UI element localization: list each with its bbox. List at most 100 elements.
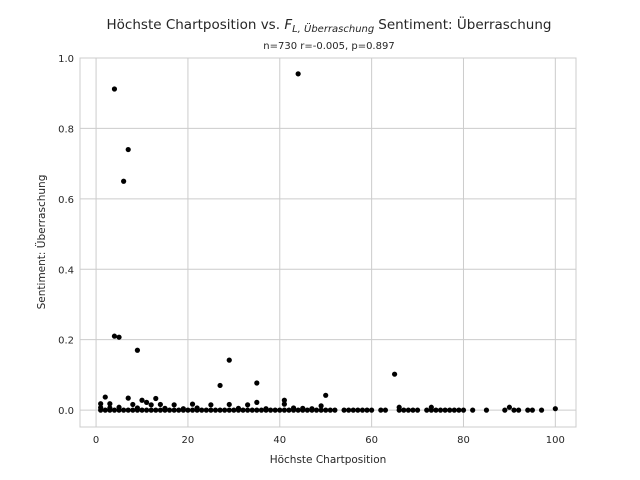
data-point-63: [231, 407, 237, 413]
data-point-107: [456, 407, 462, 413]
data-point-90: [359, 407, 366, 413]
data-point-8: [391, 371, 398, 377]
data-point-113: [515, 407, 522, 413]
data-point-123: [180, 406, 186, 412]
data-point-88: [350, 407, 356, 413]
data-point-89: [355, 407, 361, 413]
chart-title-suffix: Sentiment: Überraschung: [378, 15, 551, 33]
data-point-61: [222, 407, 228, 413]
chart-title-subscript: L, Überraschung: [292, 22, 374, 35]
data-point-46: [153, 407, 159, 413]
data-point-121: [134, 405, 141, 411]
data-point-79: [304, 407, 310, 413]
y-tick-label-5: 1.0: [58, 54, 74, 65]
data-point-92: [369, 407, 375, 413]
data-point-19: [98, 401, 104, 407]
data-point-20: [107, 401, 113, 407]
data-point-47: [157, 407, 163, 413]
y-axis-ticks: 0.0 0.2 0.4 0.6 0.8 1.0: [58, 54, 74, 417]
data-point-84: [327, 407, 333, 413]
data-point-114: [525, 407, 531, 413]
data-point-81: [313, 407, 320, 413]
data-point-126: [263, 406, 269, 412]
data-point-58: [208, 407, 214, 413]
x-axis-ticks: 0 20 40 60 80 100: [93, 435, 565, 446]
data-point-11: [323, 392, 329, 398]
chart-title-symbol: F: [284, 17, 292, 33]
data-point-95: [396, 407, 402, 413]
data-point-27: [226, 401, 232, 408]
data-point-5: [116, 334, 122, 340]
x-tick-label-3: 60: [365, 435, 378, 446]
data-point-59: [212, 407, 219, 413]
data-point-41: [130, 407, 136, 413]
data-point-68: [254, 407, 260, 413]
data-point-102: [433, 407, 439, 413]
data-point-116: [538, 407, 545, 413]
data-point-30: [318, 403, 324, 409]
data-point-7: [226, 357, 232, 363]
data-point-50: [171, 407, 177, 413]
data-point-101: [428, 407, 434, 413]
y-tick-label-1: 0.2: [58, 336, 74, 347]
data-point-96: [401, 407, 407, 413]
data-point-129: [309, 406, 315, 412]
x-tick-label-1: 20: [182, 435, 195, 446]
data-point-35: [102, 407, 108, 413]
data-point-100: [424, 407, 430, 413]
data-point-29: [281, 401, 287, 407]
data-point-112: [511, 407, 517, 413]
x-tick-label-0: 0: [93, 435, 99, 446]
data-point-74: [281, 407, 287, 413]
data-point-110: [483, 407, 490, 413]
data-point-23: [157, 401, 163, 408]
data-point-86: [341, 407, 347, 413]
data-point-73: [277, 407, 283, 413]
grid-layer: [80, 57, 576, 427]
y-tick-label-3: 0.6: [58, 195, 74, 206]
data-point-44: [143, 407, 150, 413]
data-point-51: [176, 407, 182, 413]
data-point-77: [295, 407, 301, 413]
data-point-118: [98, 405, 104, 411]
data-point-125: [235, 405, 242, 411]
x-axis-label: Höchste Chartposition: [270, 454, 387, 466]
data-point-28: [245, 402, 251, 408]
data-point-108: [460, 407, 467, 413]
x-tick-label-5: 100: [546, 435, 565, 446]
y-tick-label-2: 0.4: [58, 265, 74, 276]
data-point-66: [245, 407, 251, 413]
data-point-21: [130, 401, 136, 408]
data-point-82: [318, 407, 324, 413]
data-point-37: [111, 407, 118, 413]
data-point-115: [529, 407, 535, 413]
y-axis-label: Sentiment: Überraschung: [35, 175, 48, 310]
data-point-128: [300, 405, 306, 411]
x-tick-label-4: 80: [457, 435, 470, 446]
data-point-91: [364, 407, 370, 413]
data-point-24: [171, 402, 177, 408]
data-point-2: [125, 146, 131, 153]
data-point-4: [111, 333, 118, 339]
data-point-62: [226, 407, 232, 413]
data-points: [98, 71, 558, 413]
data-point-17: [143, 399, 150, 405]
data-point-14: [153, 395, 159, 402]
data-point-97: [405, 407, 411, 413]
data-point-12: [102, 394, 108, 400]
chart-subtitle: n=730 r=-0.005, p=0.897: [263, 41, 394, 52]
data-point-53: [185, 407, 191, 413]
data-point-60: [217, 407, 223, 413]
data-point-6: [134, 347, 141, 353]
data-point-40: [125, 407, 131, 413]
y-tick-label-0: 0.0: [58, 406, 74, 417]
data-point-56: [199, 407, 205, 413]
data-point-15: [139, 397, 145, 403]
data-point-22: [148, 402, 154, 408]
y-tick-label-4: 0.8: [58, 124, 74, 135]
data-point-119: [107, 405, 113, 411]
data-point-109: [470, 407, 476, 413]
chart-title: Höchste Chartposition vs. FL, Überraschu…: [107, 15, 552, 35]
data-point-10: [217, 382, 223, 389]
data-point-67: [249, 407, 255, 413]
